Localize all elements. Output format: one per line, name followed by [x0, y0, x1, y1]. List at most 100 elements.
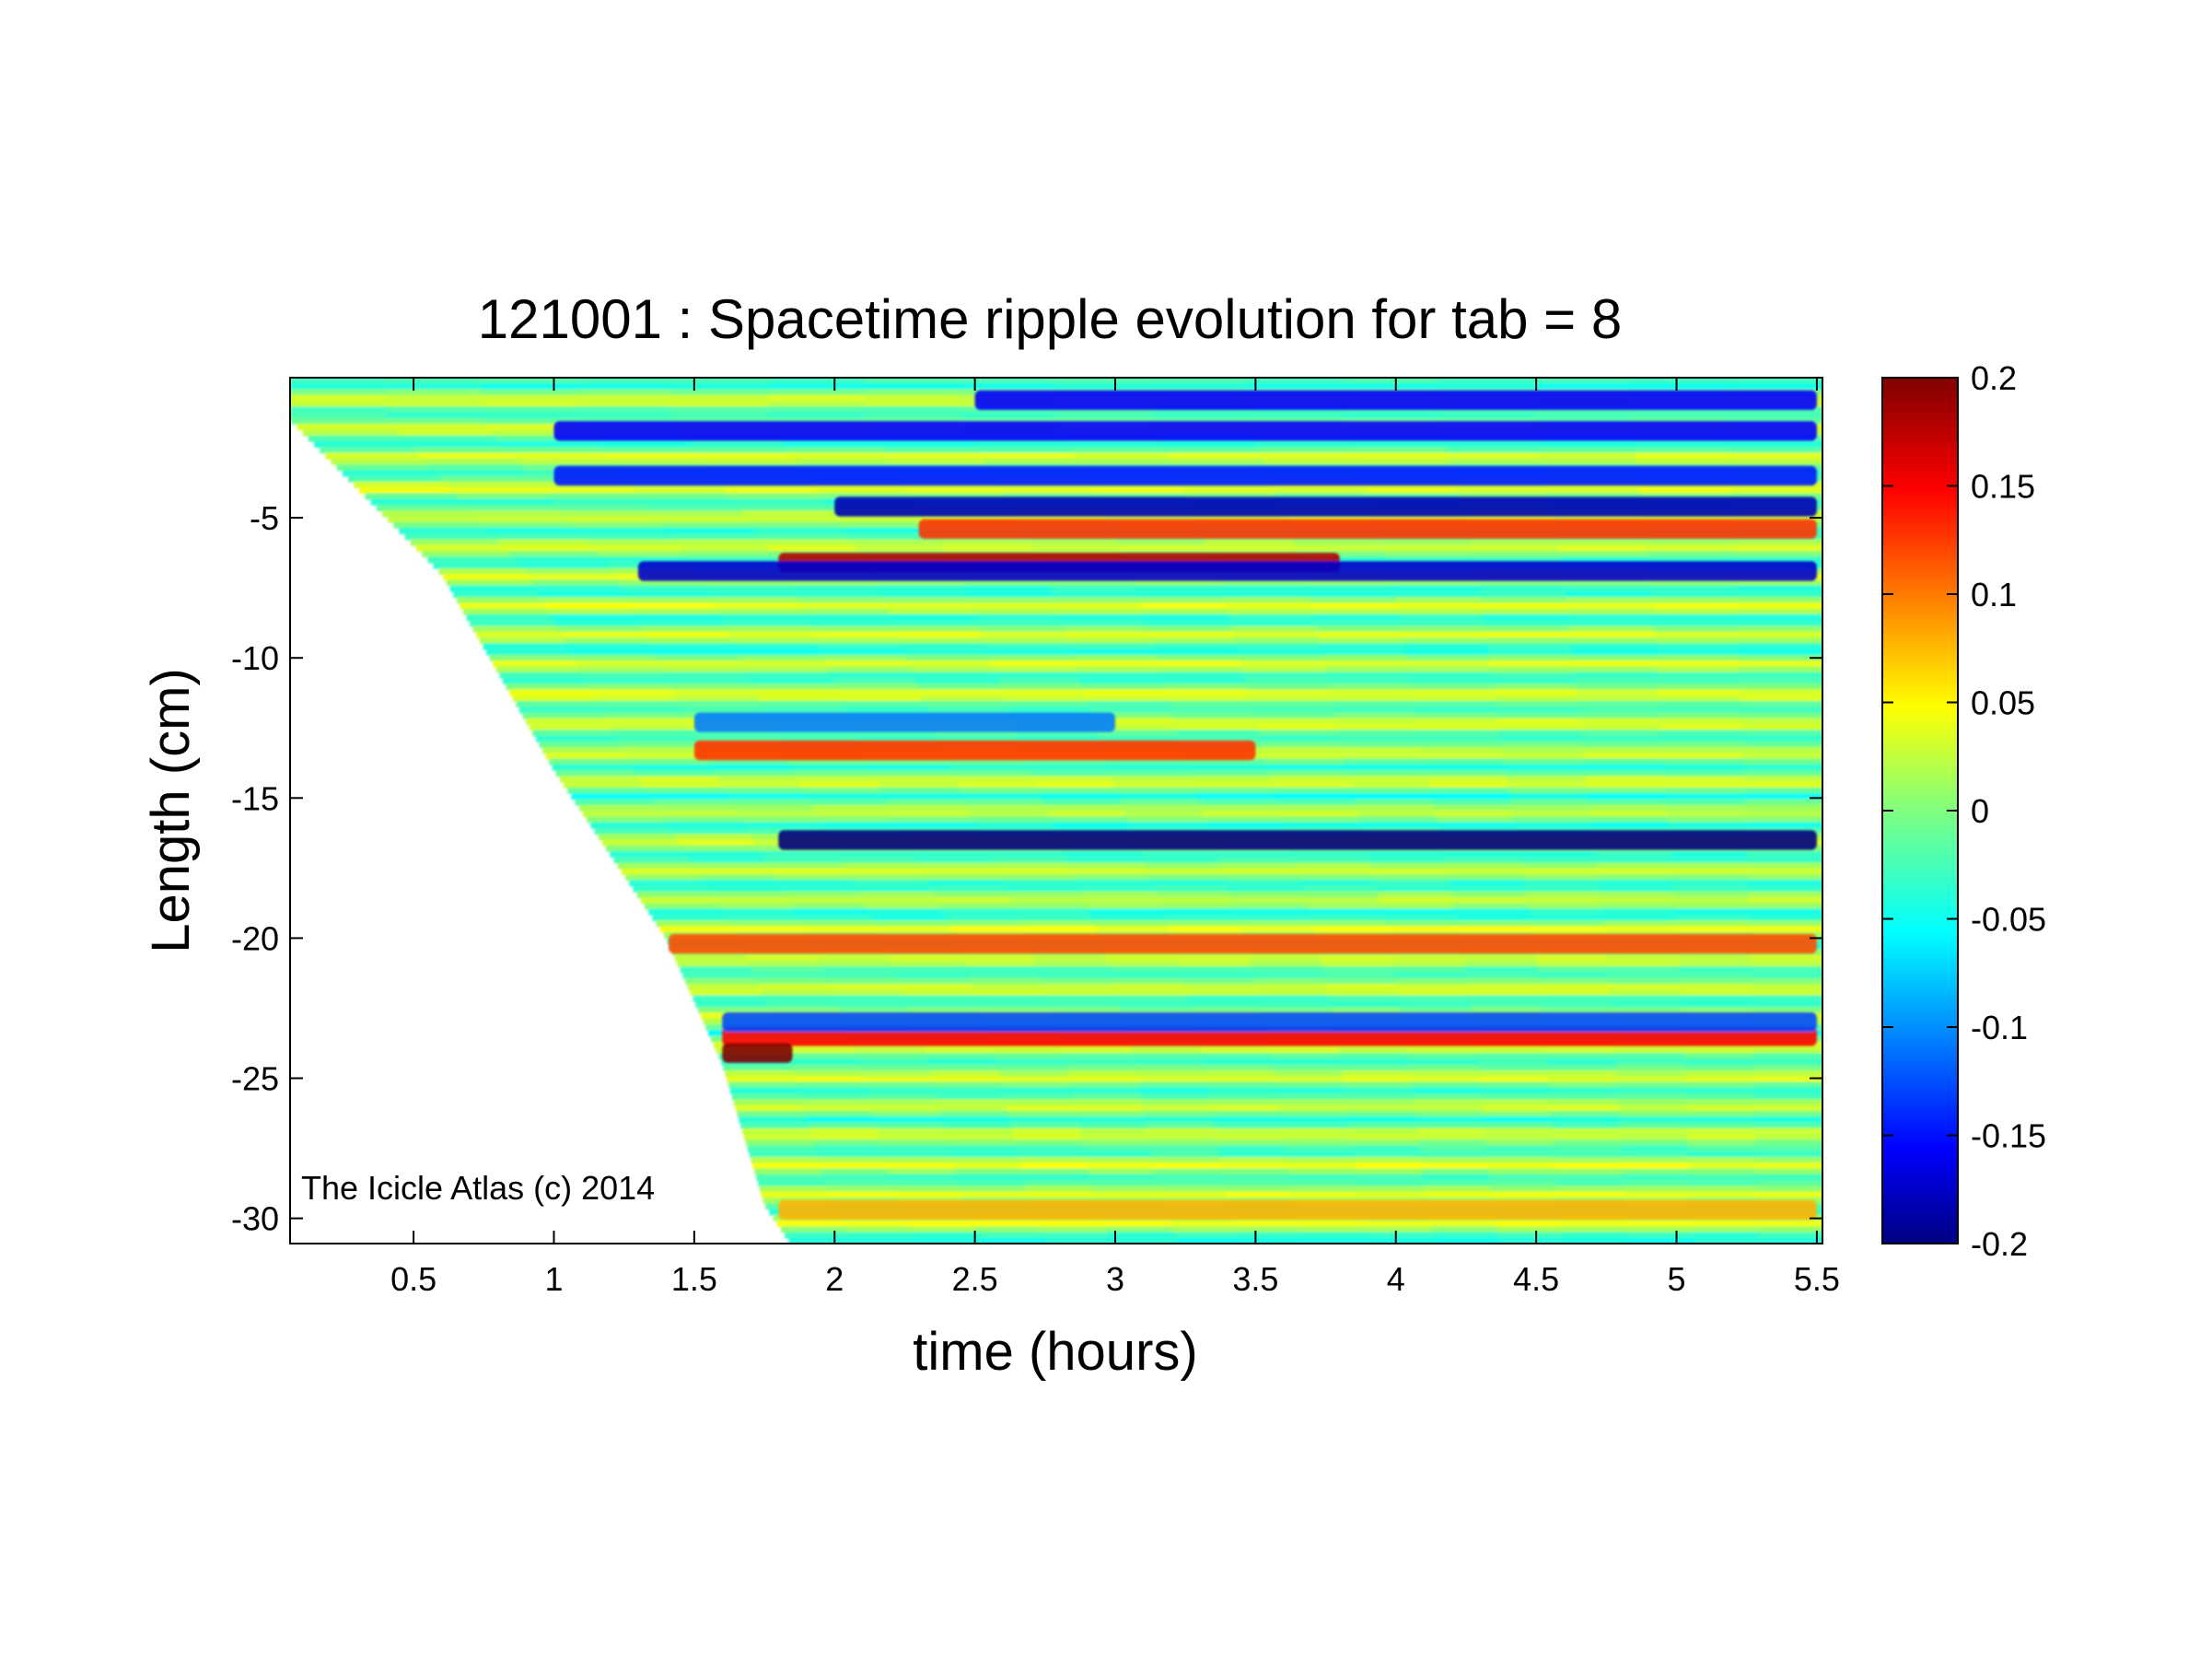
heatmap-cell	[461, 498, 553, 506]
heatmap-cell	[1531, 920, 1605, 928]
heatmap-cell	[610, 850, 687, 858]
heatmap-cell	[509, 689, 593, 696]
heatmap-cell	[1042, 984, 1114, 991]
heatmap-cell	[887, 799, 966, 806]
heatmap-cell	[675, 539, 764, 546]
heatmap-cell	[1753, 1076, 1822, 1083]
heatmap-cell	[1009, 1116, 1078, 1124]
heatmap-cell	[1316, 625, 1402, 633]
heatmap-cell	[1376, 885, 1452, 893]
heatmap-cell	[1427, 776, 1508, 783]
heatmap-cell	[967, 972, 1040, 979]
heatmap-cell	[290, 383, 387, 391]
heatmap-cell	[1486, 1145, 1554, 1152]
heatmap-cell	[1289, 1174, 1357, 1181]
heatmap-cell	[1620, 1139, 1689, 1147]
heatmap-cell	[1312, 608, 1399, 615]
heatmap-cell	[1129, 822, 1207, 829]
heatmap-cell	[1481, 1093, 1551, 1101]
heatmap-cell	[821, 1168, 890, 1175]
heatmap-cell	[603, 712, 686, 719]
heatmap-cell	[763, 707, 846, 714]
heatmap-cell	[943, 544, 1032, 552]
heatmap-cell	[1084, 1151, 1153, 1158]
heatmap-cell	[696, 735, 778, 742]
heatmap-cell	[1506, 770, 1586, 777]
heatmap-cell	[707, 585, 794, 592]
heatmap-cell	[1124, 811, 1204, 818]
heatmap-cell	[1144, 1110, 1213, 1117]
y-tick-label: -20	[231, 919, 279, 957]
heatmap-cell	[1116, 787, 1196, 794]
heatmap-cell	[1753, 1053, 1822, 1060]
heatmap-cell	[890, 613, 976, 621]
heatmap-cell	[687, 984, 760, 991]
heatmap-cell	[922, 695, 1005, 702]
heatmap-cell	[1659, 712, 1742, 719]
heatmap-cell	[712, 597, 799, 604]
heatmap-cell	[418, 452, 514, 460]
heatmap-cell	[370, 498, 462, 506]
heatmap-cell	[1624, 1191, 1691, 1198]
heatmap-cell	[1255, 718, 1337, 725]
heatmap-cell	[516, 700, 599, 707]
heatmap-cell	[1070, 648, 1156, 656]
heatmap-cell	[793, 770, 874, 777]
heatmap-cell	[535, 585, 623, 592]
heatmap-cell	[1622, 1174, 1691, 1181]
heatmap-cell	[1239, 1232, 1305, 1239]
heatmap-cell	[1240, 1237, 1307, 1244]
heatmap-cell	[1385, 920, 1460, 928]
heatmap-cell	[1239, 654, 1324, 661]
heatmap-cell	[1357, 1191, 1426, 1198]
heatmap-cell	[1343, 1076, 1413, 1083]
heatmap-cell	[1489, 654, 1574, 661]
heatmap-cell	[525, 567, 613, 575]
heatmap-cell	[1154, 1162, 1222, 1170]
heatmap-cell	[1602, 908, 1677, 916]
heatmap-cell	[914, 677, 999, 684]
heatmap-cell	[1740, 695, 1822, 702]
heatmap-cell	[927, 1058, 997, 1066]
heatmap-cell	[849, 873, 926, 881]
heatmap-cell	[803, 608, 890, 615]
heatmap-cell	[871, 1104, 940, 1112]
heatmap-cell	[731, 637, 817, 645]
heatmap-cell	[1469, 995, 1542, 1002]
heatmap-cell	[1268, 770, 1349, 777]
heatmap-cell	[972, 1220, 1040, 1227]
heatmap-cell	[1050, 816, 1129, 824]
heatmap-cell	[1147, 868, 1223, 875]
heatmap-cell	[1491, 672, 1576, 679]
heatmap-cell	[682, 972, 755, 979]
heatmap-cell	[1615, 1058, 1686, 1066]
heatmap-cell	[1229, 891, 1305, 898]
heatmap-cell	[789, 1058, 860, 1066]
heatmap-cell	[1394, 590, 1482, 598]
heatmap-cell	[1458, 493, 1551, 500]
heatmap-cell	[1368, 850, 1445, 858]
heatmap-cell	[1689, 1186, 1757, 1193]
heatmap-cell	[1435, 811, 1514, 818]
heatmap-cell	[410, 539, 500, 546]
heatmap-cell	[734, 643, 819, 650]
heatmap-cell	[624, 590, 711, 598]
heatmap-cell	[1482, 1099, 1552, 1106]
heatmap-cell	[1411, 683, 1495, 691]
heatmap-cell	[980, 452, 1075, 460]
heatmap-cell	[1415, 1116, 1485, 1124]
heatmap-cell	[875, 920, 949, 928]
heatmap-cell	[1004, 695, 1087, 702]
heatmap-cell	[633, 885, 708, 893]
heatmap-cell	[1152, 1157, 1221, 1164]
heatmap-cell	[1279, 1110, 1349, 1117]
heatmap-cell	[552, 764, 633, 771]
heatmap-cell	[1069, 862, 1146, 870]
heatmap-cell	[1305, 897, 1380, 905]
heatmap-cell	[721, 908, 797, 916]
heatmap-cell	[1755, 1174, 1822, 1181]
heatmap-cell	[1688, 1145, 1756, 1152]
heatmap-cell	[1447, 447, 1542, 454]
heatmap-cell	[386, 378, 483, 385]
heatmap-cell	[1338, 1046, 1409, 1054]
